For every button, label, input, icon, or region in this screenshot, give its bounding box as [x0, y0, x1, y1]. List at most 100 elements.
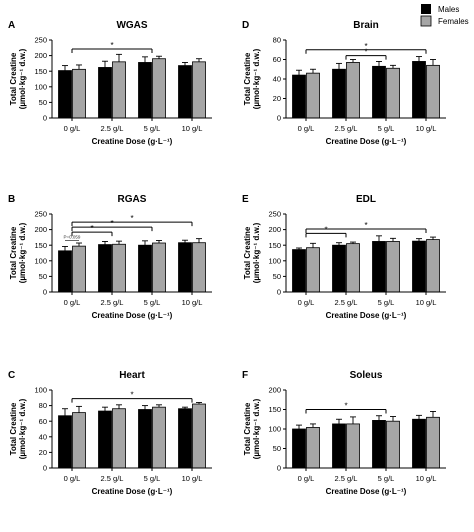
bar-females — [112, 243, 126, 293]
bar-females — [346, 243, 360, 293]
bar-males — [58, 250, 72, 293]
legend-swatch-males — [421, 4, 431, 14]
bar-females — [112, 61, 126, 119]
y-axis-title: Total Creatine — [243, 226, 252, 279]
y-axis-title: Total Creatine — [243, 402, 252, 455]
y-axis-title: Total Creatine — [243, 52, 252, 105]
y-tick-label: 100 — [34, 82, 47, 91]
x-tick-label: 2.5 g/L — [335, 298, 358, 307]
bar-males — [58, 415, 72, 469]
x-axis-title: Creatine Dose (g·L⁻¹) — [326, 487, 407, 496]
y-tick-label: 250 — [34, 36, 47, 45]
x-axis-title: Creatine Dose (g·L⁻¹) — [92, 137, 173, 146]
bar-females — [152, 242, 166, 293]
x-tick-label: 5 g/L — [144, 474, 161, 483]
bar-females — [72, 68, 86, 119]
bar-males — [292, 249, 306, 293]
y-axis-unit: (µmol·kg⁻¹ d.w.) — [252, 398, 261, 459]
x-tick-label: 2.5 g/L — [335, 474, 358, 483]
bar-males — [292, 74, 306, 119]
y-tick-label: 0 — [277, 288, 281, 297]
bar-males — [332, 68, 346, 119]
y-tick-label: 100 — [34, 256, 47, 265]
y-tick-label: 0 — [277, 114, 281, 123]
significance-star: * — [344, 402, 347, 411]
y-tick-label: 80 — [39, 401, 47, 410]
y-tick-label: 150 — [34, 241, 47, 250]
x-tick-label: 0 g/L — [64, 124, 81, 133]
bar-females — [306, 427, 320, 469]
x-tick-label: 0 g/L — [64, 474, 81, 483]
x-tick-label: 0 g/L — [298, 474, 315, 483]
bar-females — [192, 242, 206, 293]
x-axis-title: Creatine Dose (g·L⁻¹) — [326, 311, 407, 320]
bar-females — [386, 241, 400, 293]
y-tick-label: 40 — [39, 432, 47, 441]
legend-swatch-females — [420, 15, 432, 27]
y-tick-label: 50 — [273, 272, 281, 281]
x-tick-label: 5 g/L — [144, 124, 161, 133]
y-tick-label: 0 — [43, 114, 47, 123]
y-tick-label: 100 — [34, 386, 47, 395]
x-axis-title: Creatine Dose (g·L⁻¹) — [92, 487, 173, 496]
bar-females — [346, 423, 360, 469]
bar-females — [72, 412, 86, 469]
panel-title: Heart — [119, 370, 145, 381]
x-tick-label: 2.5 g/L — [101, 298, 124, 307]
y-tick-label: 50 — [39, 272, 47, 281]
bar-females — [386, 420, 400, 469]
x-tick-label: 0 g/L — [64, 298, 81, 307]
chart-panel-rgas: B RGAS 0 50 100 150 200 250 Total Creatine (µmol·… — [8, 194, 212, 320]
y-tick-label: 150 — [34, 67, 47, 76]
bar-males — [138, 244, 152, 293]
y-axis-title: Total Creatine — [9, 402, 18, 455]
x-tick-label: 10 g/L — [416, 474, 437, 483]
y-tick-label: 0 — [43, 464, 47, 473]
chart-panel-heart: C Heart 0 20 40 60 80 100 Total Creatine (µmol·kg… — [8, 370, 212, 496]
panel-letter: E — [242, 194, 249, 205]
bar-males — [98, 410, 112, 469]
significance-star: * — [110, 41, 113, 50]
y-axis-unit: (µmol·kg⁻¹ d.w.) — [252, 48, 261, 109]
bar-females — [346, 62, 360, 119]
y-tick-label: 20 — [273, 94, 281, 103]
x-tick-label: 10 g/L — [416, 124, 437, 133]
x-tick-label: 2.5 g/L — [335, 124, 358, 133]
y-axis-title: Total Creatine — [9, 52, 18, 105]
x-tick-label: 10 g/L — [416, 298, 437, 307]
significance-bracket: * — [305, 42, 427, 54]
bar-males — [58, 70, 72, 119]
y-tick-label: 200 — [34, 51, 47, 60]
x-axis-title: Creatine Dose (g·L⁻¹) — [326, 137, 407, 146]
significance-bracket: * — [305, 402, 387, 414]
x-tick-label: 10 g/L — [182, 474, 203, 483]
chart-panel-brain: D Brain 0 20 40 60 80 Total Creatine (µmol·kg⁻¹ … — [242, 20, 446, 146]
panel-title: Brain — [353, 20, 379, 31]
y-tick-label: 250 — [268, 210, 281, 219]
panel-title: WGAS — [116, 20, 147, 31]
y-tick-label: 150 — [268, 405, 281, 414]
y-axis-unit: (µmol·kg⁻¹ d.w.) — [18, 48, 27, 109]
bar-males — [412, 418, 426, 469]
x-tick-label: 2.5 g/L — [101, 474, 124, 483]
y-tick-label: 50 — [39, 98, 47, 107]
y-tick-label: 60 — [273, 55, 281, 64]
bar-males — [292, 428, 306, 469]
bar-females — [386, 67, 400, 119]
bar-males — [138, 409, 152, 469]
significance-star: * — [364, 42, 367, 51]
bar-females — [426, 239, 440, 293]
panel-letter: B — [8, 194, 15, 205]
y-tick-label: 150 — [268, 241, 281, 250]
bar-females — [112, 408, 126, 469]
panel-title: EDL — [356, 194, 376, 205]
bar-females — [426, 64, 440, 119]
panel-title: Soleus — [350, 370, 383, 381]
x-tick-label: 10 g/L — [182, 298, 203, 307]
y-axis-unit: (µmol·kg⁻¹ d.w.) — [252, 222, 261, 283]
chart-panel-edl: E EDL 0 50 100 150 200 250 Total Creatine (µmol·k… — [242, 194, 446, 320]
significance-star: * — [324, 225, 327, 234]
significance-bracket: * — [345, 48, 387, 60]
significance-star: * — [130, 391, 133, 400]
